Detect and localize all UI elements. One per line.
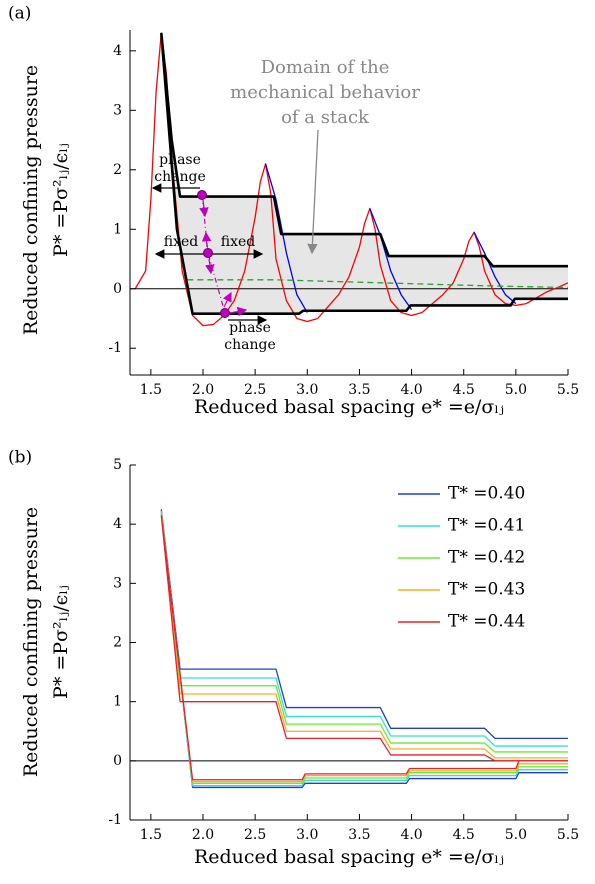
series-line xyxy=(160,511,568,787)
x-tick-label: 1.5 xyxy=(140,827,162,843)
stack-domain xyxy=(161,32,568,314)
state-dot xyxy=(203,248,213,258)
y-tick-label: 0 xyxy=(113,281,122,297)
legend-label: T* =0.40 xyxy=(448,484,525,504)
state-dot xyxy=(197,190,207,200)
plot-area xyxy=(130,32,568,327)
series-line xyxy=(187,279,568,289)
series-line xyxy=(160,513,568,783)
y-tick-label: -1 xyxy=(108,340,122,356)
x-tick-label: 4.5 xyxy=(453,382,475,398)
y-axis-label: Reduced confining pressure xyxy=(20,65,42,335)
y-tick-label: 5 xyxy=(113,457,122,473)
plots: 1.5 2.0 2.5 3.0 3.5 4.0 4.5 5.0 5.5 -1 0 1 2 3 4 (a) Red… xyxy=(8,4,579,869)
legend-label: T* =0.42 xyxy=(448,548,525,568)
y-tick-label: 2 xyxy=(113,162,122,178)
x-tick-label: 5.0 xyxy=(505,382,527,398)
x-tick-label: 5.0 xyxy=(505,827,527,843)
x-tick-label: 3.0 xyxy=(296,382,318,398)
x-axis-label: Reduced basal spacing e* =e/σₗⱼ xyxy=(194,396,504,418)
y-tick-label: 4 xyxy=(113,516,122,532)
state-dot xyxy=(220,308,230,318)
series-line xyxy=(160,509,568,789)
annotation: phase xyxy=(229,320,271,336)
x-tick-label: 3.0 xyxy=(296,827,318,843)
x-tick-label: 2.0 xyxy=(192,827,214,843)
y-tick-label: 0 xyxy=(113,753,122,769)
y-tick-label: 2 xyxy=(113,635,122,651)
magenta-arrow xyxy=(205,258,215,275)
annotation: phase xyxy=(159,152,201,168)
y-axis-label: Reduced confining pressure xyxy=(20,507,42,777)
magenta-arrow xyxy=(199,199,209,218)
x-tick-label: 5.5 xyxy=(557,382,579,398)
x-tick-label: 4.0 xyxy=(400,382,422,398)
y-axis-label: P* =Pσ²ₗⱼ/ϵₗⱼ xyxy=(50,585,72,699)
annotation: fixed xyxy=(221,234,256,250)
legend-label: T* =0.44 xyxy=(448,612,525,632)
x-tick-label: 1.5 xyxy=(140,382,162,398)
magenta-arrow xyxy=(201,231,212,248)
x-tick-label: 2.0 xyxy=(192,382,214,398)
y-tick-label: 1 xyxy=(113,221,122,237)
annotation: mechanical behavior xyxy=(230,82,420,103)
y-tick-label: 3 xyxy=(113,575,122,591)
x-tick-label: 4.0 xyxy=(400,827,422,843)
x-tick-label: 3.5 xyxy=(348,382,370,398)
series-line xyxy=(160,515,568,781)
annotation: of a stack xyxy=(281,107,370,128)
magenta-arrow xyxy=(229,306,248,317)
annotation: change xyxy=(224,337,275,353)
magenta-path xyxy=(201,194,226,314)
series-line xyxy=(264,163,517,313)
y-tick-label: 1 xyxy=(113,694,122,710)
legend-label: T* =0.41 xyxy=(448,516,525,536)
x-tick-label: 5.5 xyxy=(557,827,579,843)
y-tick-label: 4 xyxy=(113,43,122,59)
y-tick-label: 3 xyxy=(113,102,122,118)
series-line xyxy=(134,32,568,327)
annotation-arrow xyxy=(307,129,319,255)
series-line xyxy=(160,512,568,784)
x-tick-label: 2.5 xyxy=(244,827,266,843)
plot-area xyxy=(130,509,568,789)
x-axis-label: Reduced basal spacing e* =e/σₗⱼ xyxy=(194,846,504,868)
legend-label: T* =0.43 xyxy=(448,580,525,600)
y-axis-label: P* =Pσ²ₗⱼ/ϵₗⱼ xyxy=(50,143,72,257)
annotations: Domain of the mechanical behavior of a s… xyxy=(151,57,420,353)
x-tick-label: 4.5 xyxy=(453,827,475,843)
magenta-arrow xyxy=(222,291,232,308)
y-tick-label: -1 xyxy=(108,812,122,828)
x-tick-label: 3.5 xyxy=(348,827,370,843)
annotation: change xyxy=(154,169,205,185)
panel-label: (a) xyxy=(8,4,31,24)
panel-label: (b) xyxy=(8,448,32,468)
series-line xyxy=(159,32,568,316)
annotation: fixed xyxy=(164,234,199,250)
annotation: Domain of the xyxy=(261,57,390,78)
x-tick-label: 2.5 xyxy=(244,382,266,398)
